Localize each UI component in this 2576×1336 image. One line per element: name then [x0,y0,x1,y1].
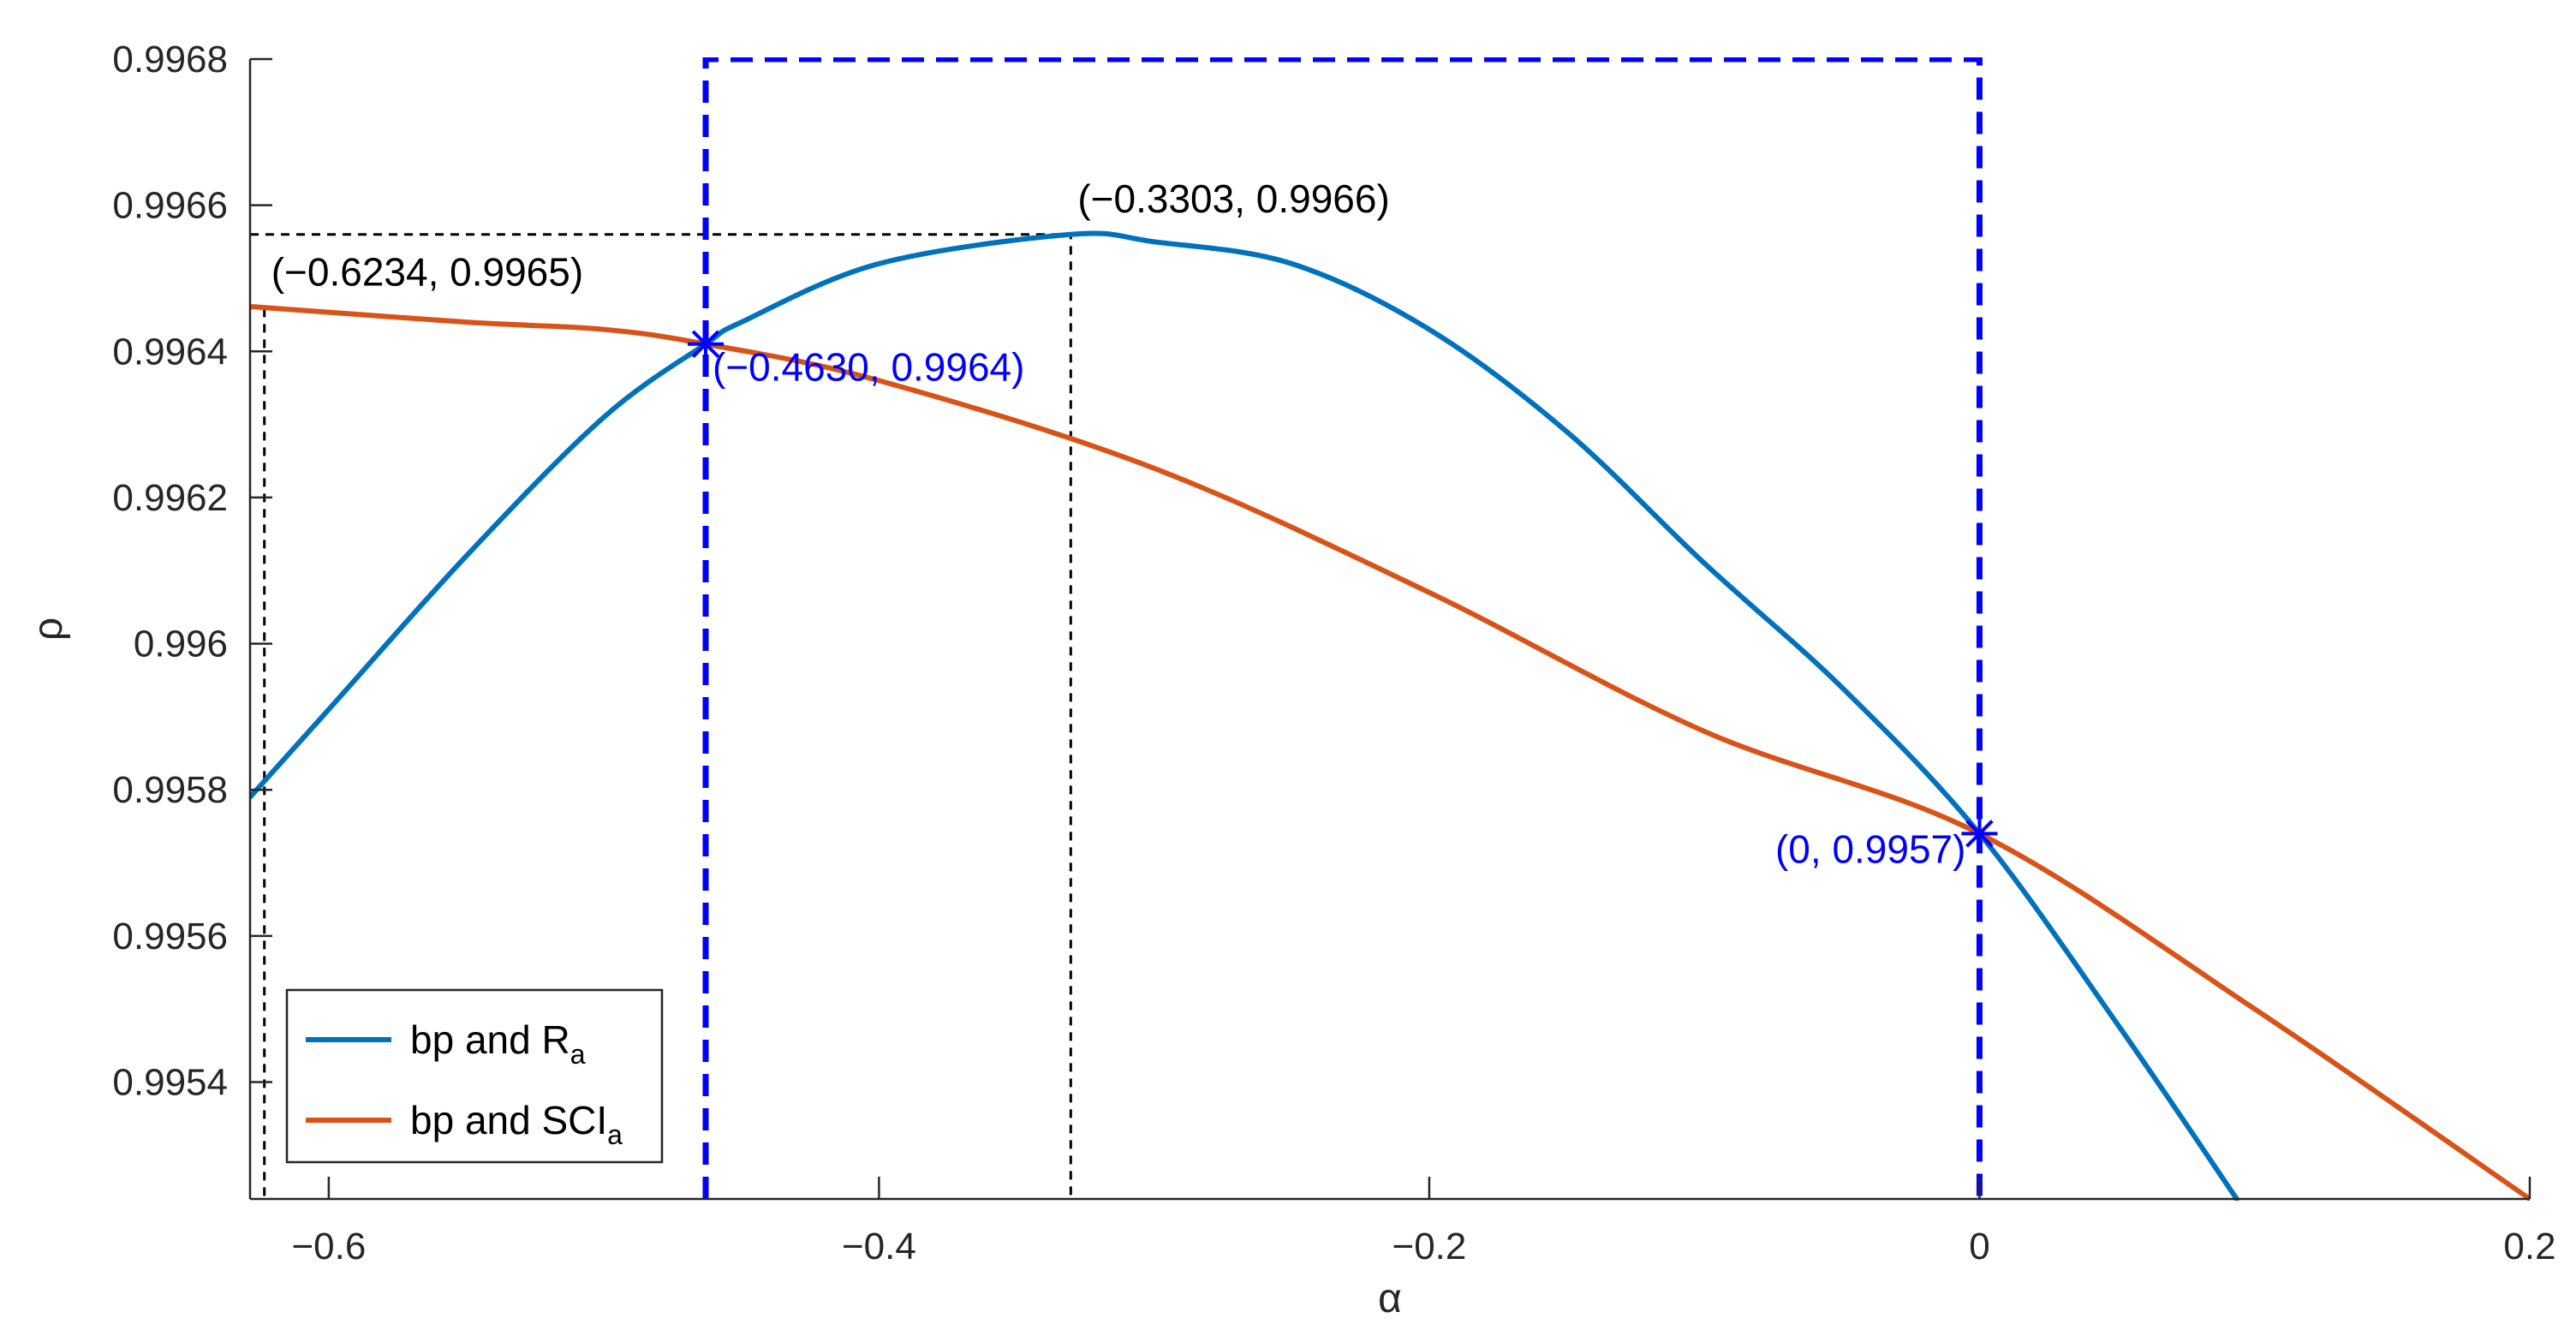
legend-label-1: bp and SCIa [410,1098,623,1150]
markers [688,325,1998,852]
x-tick-label: −0.4 [842,1226,916,1267]
y-tick-label: 0.9958 [112,769,228,811]
annotation-0: (−0.3303, 0.9966) [1077,176,1389,221]
y-tick-label: 0.9962 [112,477,228,519]
legend: bp and Ra bp and SCIa [285,988,664,1164]
y-tick-label: 0.9968 [112,39,228,81]
intersection-marker-0 [688,325,724,362]
annotations: (−0.3303, 0.9966) (−0.6234, 0.9965) (−0.46… [271,176,1966,871]
y-tick-label: 0.9964 [112,331,228,373]
series-line-1 [250,304,2530,1201]
y-tick-label: 0.9954 [112,1061,228,1103]
x-tick-label: −0.2 [1392,1226,1467,1267]
legend-box [285,988,664,1164]
tick-labels: −0.6 −0.4 −0.2 0 0.2 0.9954 0.9956 0.9958 0.996 0… [112,39,2555,1267]
axes [248,57,2531,1201]
x-axis-label: α [1378,1276,1402,1321]
annotation-2: (−0.4630, 0.9964) [713,344,1024,389]
series-line-0 [250,230,2239,1201]
legend-label-0: bp and Ra [410,1017,586,1070]
y-axis-label: ρ [26,617,71,641]
reference-line-1 [250,306,266,1199]
series-lines [250,230,2530,1201]
intersection-marker-1 [1961,815,1998,852]
y-tick-label: 0.9956 [112,916,228,957]
y-tick-label: 0.996 [134,623,228,665]
reference-line-2 [702,57,1983,1199]
annotation-3: (0, 0.9957) [1775,827,1965,872]
annotation-1: (−0.6234, 0.9965) [271,249,583,294]
y-tick-label: 0.9966 [112,185,228,227]
x-tick-label: 0.2 [2503,1226,2555,1267]
x-tick-label: 0 [1969,1226,1989,1267]
x-tick-label: −0.6 [291,1226,366,1267]
